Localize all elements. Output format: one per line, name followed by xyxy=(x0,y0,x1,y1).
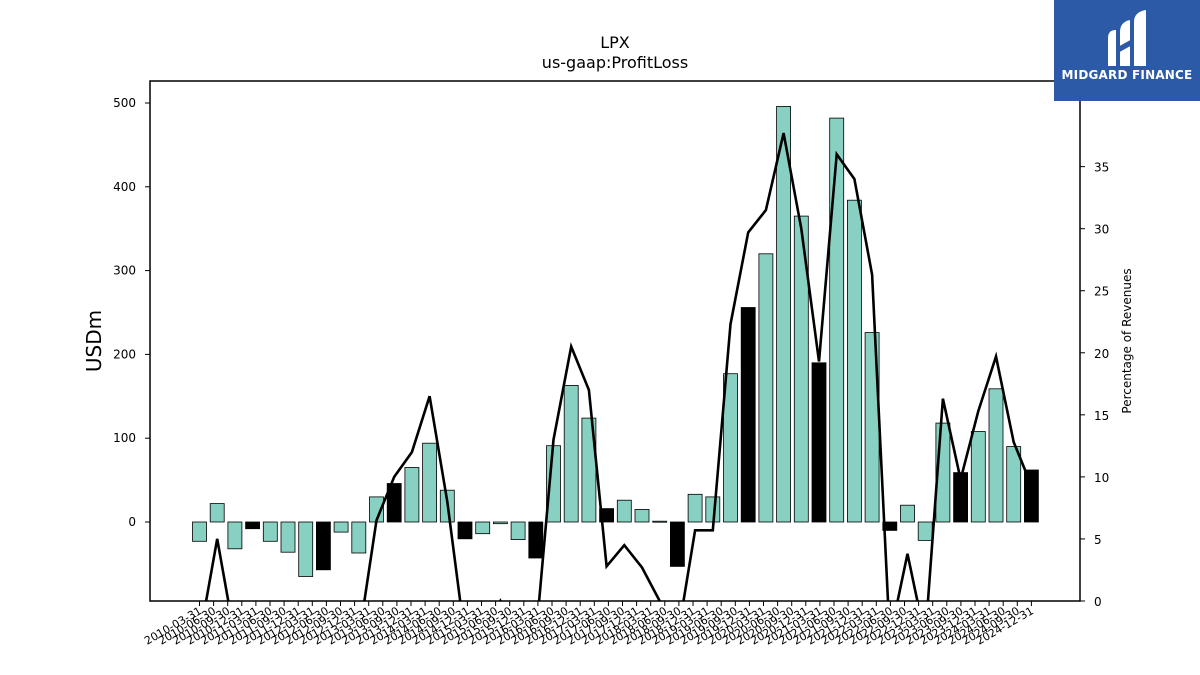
bar-2012-12-31 xyxy=(386,483,402,523)
bar-2020-06-30 xyxy=(917,521,933,541)
y2-tick-label: 25 xyxy=(1094,285,1109,299)
bar-2019-12-31 xyxy=(882,521,898,531)
bar-2015-06-30 xyxy=(563,384,579,523)
bar-2016-06-30 xyxy=(634,508,650,523)
midgard-finance-logo: MIDGARD FINANCE xyxy=(1054,0,1200,101)
bar-2010-12-31 xyxy=(245,521,261,530)
y2-tick-label: 30 xyxy=(1094,223,1109,237)
bars-layer xyxy=(192,106,1039,577)
bar-2014-09-30 xyxy=(510,521,526,541)
y-tick-label: 200 xyxy=(113,347,136,361)
bar-2013-06-30 xyxy=(422,442,438,523)
bar-2014-03-31 xyxy=(475,521,491,535)
bar-2021-09-30 xyxy=(1006,446,1022,523)
chart-subtitle: us-gaap:ProfitLoss xyxy=(542,53,688,72)
bar-2012-06-30 xyxy=(351,521,367,554)
line-layer xyxy=(204,132,1033,601)
y2-tick-label: 10 xyxy=(1094,471,1109,485)
bar-2021-06-30 xyxy=(988,388,1004,523)
bar-2021-12-31 xyxy=(1024,469,1039,523)
bar-2017-03-31 xyxy=(687,493,703,523)
bar-2013-03-31 xyxy=(404,467,420,523)
bar-2018-09-30 xyxy=(793,215,809,523)
bar-2018-12-31 xyxy=(811,362,827,523)
bar-2014-12-31 xyxy=(528,521,544,559)
y2-tick-label: 35 xyxy=(1094,161,1109,175)
y2-tick-label: 15 xyxy=(1094,409,1109,423)
y-tick-label: 0 xyxy=(128,515,136,529)
y-axis-left: 0 100 200 300 400 500 xyxy=(113,96,150,529)
bar-2016-03-31 xyxy=(616,499,632,523)
y2-tick-label: 5 xyxy=(1094,533,1102,547)
bar-2016-09-30 xyxy=(652,520,668,523)
bar-2014-06-30 xyxy=(492,521,508,525)
plot-frame xyxy=(149,80,1081,602)
y2-tick-label: 0 xyxy=(1094,595,1102,609)
bar-2013-12-31 xyxy=(457,521,473,540)
bar-2010-09-30 xyxy=(227,521,243,550)
y2-tick-label: 20 xyxy=(1094,347,1109,361)
y-axis-label: USDm xyxy=(82,310,106,372)
bar-2020-12-31 xyxy=(953,472,968,523)
bar-2021-03-31 xyxy=(970,431,986,523)
bar-2010-03-31 xyxy=(192,521,207,542)
bar-2019-03-31 xyxy=(829,117,845,523)
bar-2011-03-31 xyxy=(262,521,278,542)
chart-title: LPX xyxy=(600,33,630,52)
bar-2018-06-30 xyxy=(776,106,791,523)
bar-2012-03-31 xyxy=(333,521,349,533)
revenue-percentage-line xyxy=(204,132,1033,601)
y-axis-right: 0 5 10 15 20 25 30 35 xyxy=(1080,161,1109,609)
x-axis: 2010-03-312010-06-302010-09-302010-12-31… xyxy=(142,601,1036,648)
y2-axis-label: Percentage of Revenues xyxy=(1120,268,1134,413)
bar-2011-09-30 xyxy=(298,521,314,577)
midgard-logo-icon xyxy=(1108,10,1146,66)
bar-2017-12-31 xyxy=(740,307,756,523)
bar-2011-12-31 xyxy=(315,521,331,571)
bar-2010-06-30 xyxy=(209,503,225,523)
bar-2018-03-31 xyxy=(758,253,774,523)
y-tick-label: 500 xyxy=(113,96,136,110)
bar-2017-09-30 xyxy=(723,373,738,523)
bar-2019-06-30 xyxy=(847,199,862,523)
bar-2011-06-30 xyxy=(280,521,296,553)
y-tick-label: 300 xyxy=(113,264,136,278)
bar-2020-03-31 xyxy=(900,504,915,523)
bar-2016-12-31 xyxy=(670,521,685,567)
y-tick-label: 400 xyxy=(113,180,136,194)
y-tick-label: 100 xyxy=(113,431,136,445)
